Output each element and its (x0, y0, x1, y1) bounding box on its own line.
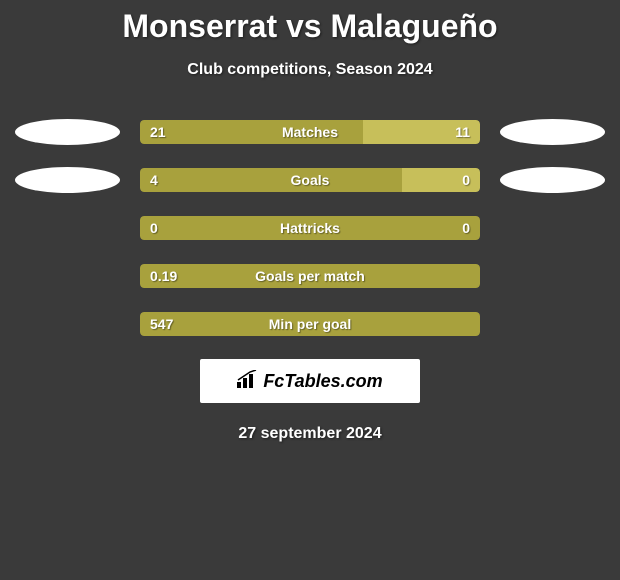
stat-value-right: 0 (462, 220, 470, 236)
stat-value-left: 21 (150, 124, 166, 140)
stat-bar: 21 Matches 11 (140, 120, 480, 144)
stats-area: 21 Matches 11 4 Goals 0 0 Hattricks 0 0.19 Goals p… (0, 119, 620, 337)
chart-icon (237, 370, 259, 393)
stat-bar: 0.19 Goals per match (140, 264, 480, 288)
stat-value-left: 0 (150, 220, 158, 236)
logo-label: FcTables.com (263, 371, 382, 392)
page-subtitle: Club competitions, Season 2024 (0, 61, 620, 79)
logo-box: FcTables.com (200, 359, 420, 403)
bar-segment-left (140, 168, 402, 192)
stat-row: 0 Hattricks 0 (0, 215, 620, 241)
stat-label: Goals per match (255, 268, 365, 284)
team-right-ellipse (500, 167, 605, 193)
stat-label: Min per goal (269, 316, 351, 332)
ellipse-spacer (500, 311, 605, 337)
ellipse-spacer (500, 263, 605, 289)
ellipse-spacer (500, 215, 605, 241)
stat-row: 547 Min per goal (0, 311, 620, 337)
page-title: Monserrat vs Malagueño (0, 8, 620, 45)
team-right-ellipse (500, 119, 605, 145)
stat-value-left: 547 (150, 316, 173, 332)
ellipse-spacer (15, 311, 120, 337)
main-container: Monserrat vs Malagueño Club competitions… (0, 0, 620, 443)
stat-bar: 547 Min per goal (140, 312, 480, 336)
stat-row: 21 Matches 11 (0, 119, 620, 145)
team-left-ellipse (15, 119, 120, 145)
stat-label: Hattricks (280, 220, 340, 236)
stat-label: Matches (282, 124, 338, 140)
ellipse-spacer (15, 215, 120, 241)
logo-text: FcTables.com (237, 370, 382, 393)
stat-value-right: 11 (455, 124, 470, 140)
stat-value-left: 4 (150, 172, 158, 188)
stat-value-left: 0.19 (150, 268, 177, 284)
stat-row: 0.19 Goals per match (0, 263, 620, 289)
footer-date: 27 september 2024 (0, 425, 620, 443)
stat-bar: 4 Goals 0 (140, 168, 480, 192)
team-left-ellipse (15, 167, 120, 193)
stat-row: 4 Goals 0 (0, 167, 620, 193)
ellipse-spacer (15, 263, 120, 289)
stat-value-right: 0 (462, 172, 470, 188)
stat-label: Goals (291, 172, 330, 188)
stat-bar: 0 Hattricks 0 (140, 216, 480, 240)
